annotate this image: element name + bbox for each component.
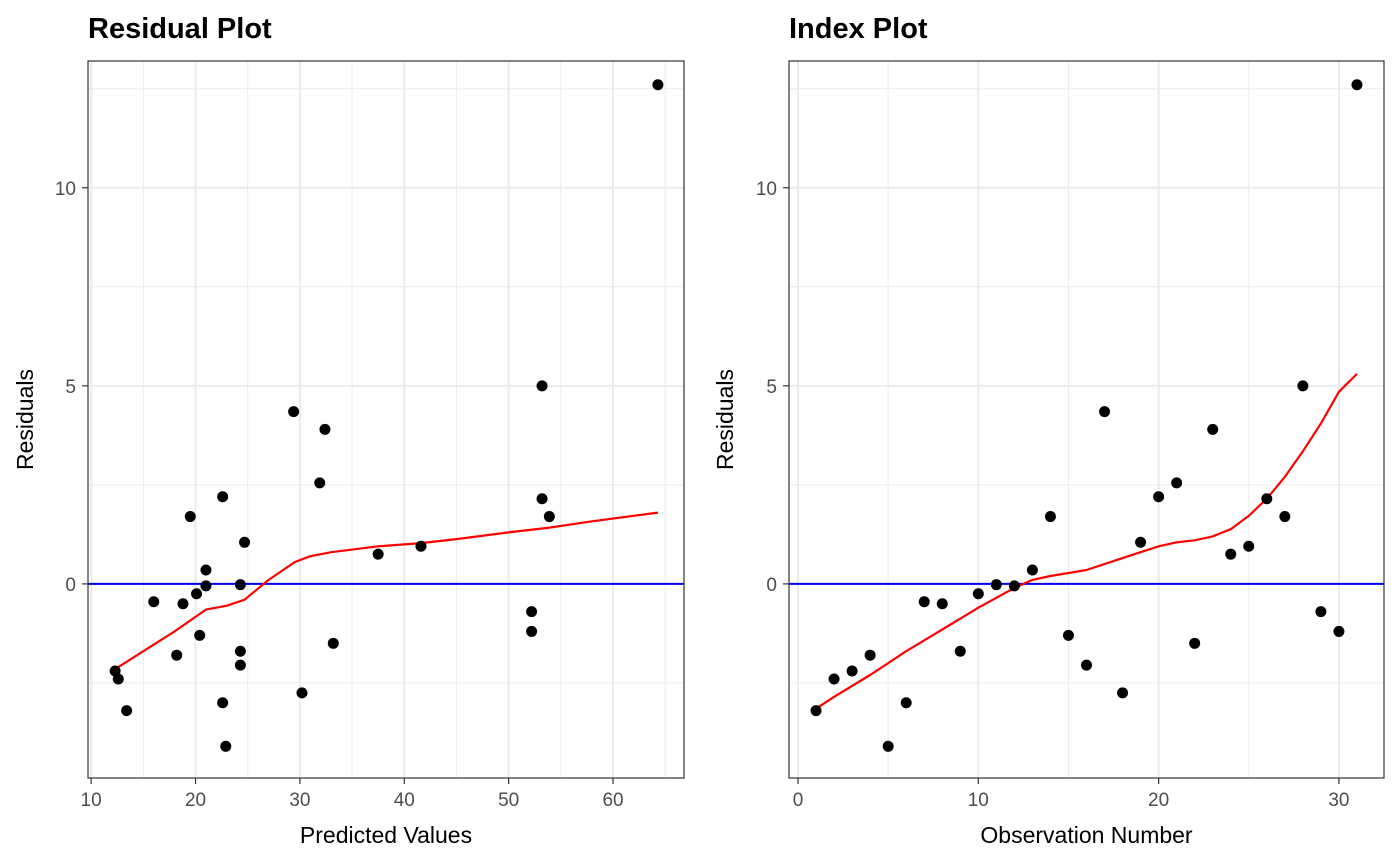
residual-data-point xyxy=(220,740,232,752)
index-data-point xyxy=(1279,511,1291,523)
index-data-point xyxy=(1026,564,1038,576)
index-y-tick-label: 5 xyxy=(766,377,777,398)
index-data-point xyxy=(1189,637,1201,649)
index-data-point xyxy=(1008,580,1020,592)
index-data-point xyxy=(1207,423,1219,435)
residual-data-point xyxy=(652,79,664,91)
index-data-point xyxy=(1081,659,1092,671)
index-chart-title: Index Plot xyxy=(789,13,928,45)
index-data-point xyxy=(1099,406,1111,418)
residual-x-tick-label: 50 xyxy=(498,790,519,811)
index-x-tick-label: 20 xyxy=(1148,790,1169,811)
index-data-point xyxy=(1243,540,1255,552)
index-x-axis-label: Observation Number xyxy=(980,822,1193,848)
residual-data-point xyxy=(234,645,246,657)
index-data-point xyxy=(864,649,876,661)
residual-data-point xyxy=(543,511,555,523)
index-x-tick-label: 0 xyxy=(793,790,804,811)
index-data-point xyxy=(1117,687,1129,699)
index-data-point xyxy=(1153,491,1165,503)
residual-y-tick-label: 5 xyxy=(65,377,76,398)
residual-smooth-line xyxy=(114,511,659,671)
residual-x-tick-label: 30 xyxy=(289,790,310,811)
index-data-point xyxy=(1044,511,1056,523)
residual-data-point xyxy=(239,536,251,548)
index-data-point xyxy=(954,645,966,657)
residual-data-point xyxy=(148,596,160,608)
residual-chart-title: Residual Plot xyxy=(88,13,272,45)
index-data-point xyxy=(900,697,912,709)
residual-data-point xyxy=(296,687,308,699)
index-data-point xyxy=(1297,380,1309,392)
residual-x-axis-label: Predicted Values xyxy=(300,822,472,848)
index-data-point xyxy=(1315,606,1327,618)
residual-data-point xyxy=(217,697,229,709)
index-data-point xyxy=(882,740,894,752)
residual-data-point xyxy=(327,637,339,649)
index-y-axis-label: Residuals xyxy=(712,369,738,470)
residual-data-point xyxy=(177,598,189,610)
residual-y-tick-label: 10 xyxy=(55,179,76,200)
residual-data-point xyxy=(288,406,300,418)
index-data-point xyxy=(1261,493,1273,505)
residual-data-point xyxy=(194,629,206,641)
residual-y-tick-label: 0 xyxy=(65,575,76,596)
index-data-point xyxy=(846,665,858,677)
residual-x-tick-label: 20 xyxy=(185,790,206,811)
residual-data-point xyxy=(191,588,203,600)
residual-data-point xyxy=(112,673,124,685)
residual-x-tick-label: 40 xyxy=(394,790,415,811)
index-x-tick-label: 30 xyxy=(1328,790,1349,811)
index-y-tick-label: 0 xyxy=(766,575,777,596)
residual-data-point xyxy=(372,548,384,560)
residual-data-point xyxy=(200,564,212,576)
residual-data-point xyxy=(415,540,427,552)
residual-data-point xyxy=(121,705,133,717)
residual-plot-panel: 10 20 30 40 50 60 0 5 10 Residual Plot Predicted V… xyxy=(12,13,685,848)
index-data-point xyxy=(1062,629,1074,641)
residual-y-axis-label: Residuals xyxy=(12,369,38,470)
residual-data-point xyxy=(171,649,183,661)
index-data-point xyxy=(1135,536,1147,548)
residual-data-point xyxy=(234,579,246,591)
index-data-point xyxy=(1171,477,1183,489)
residual-panel-border xyxy=(87,60,685,779)
index-smooth-line xyxy=(815,373,1358,710)
index-data-point xyxy=(990,579,1002,591)
residual-x-tick-label: 10 xyxy=(81,790,102,811)
residual-x-tick-label: 60 xyxy=(602,790,623,811)
residual-data-point xyxy=(314,477,326,489)
residual-data-point xyxy=(319,423,331,435)
index-data-point xyxy=(972,588,984,600)
residual-data-point xyxy=(536,380,548,392)
index-data-point xyxy=(828,673,840,685)
residual-data-point xyxy=(184,511,196,523)
index-panel-border xyxy=(788,60,1385,779)
index-data-point xyxy=(810,705,822,717)
index-plot-panel: 0 10 20 30 0 5 10 Index Plot Observation Number R… xyxy=(712,13,1385,848)
residual-data-point xyxy=(526,606,538,618)
residual-data-point xyxy=(200,580,212,592)
residual-plot-area xyxy=(88,61,684,778)
index-data-point xyxy=(918,596,930,608)
index-data-point xyxy=(1333,625,1345,637)
index-data-point xyxy=(1225,548,1237,560)
residual-data-point xyxy=(234,659,246,671)
index-data-point xyxy=(936,598,948,610)
residual-data-point xyxy=(217,491,229,503)
index-data-point xyxy=(1351,79,1363,91)
residual-data-point xyxy=(536,493,548,505)
residual-data-point xyxy=(526,625,538,637)
index-x-tick-label: 10 xyxy=(968,790,989,811)
index-y-tick-label: 10 xyxy=(756,179,777,200)
